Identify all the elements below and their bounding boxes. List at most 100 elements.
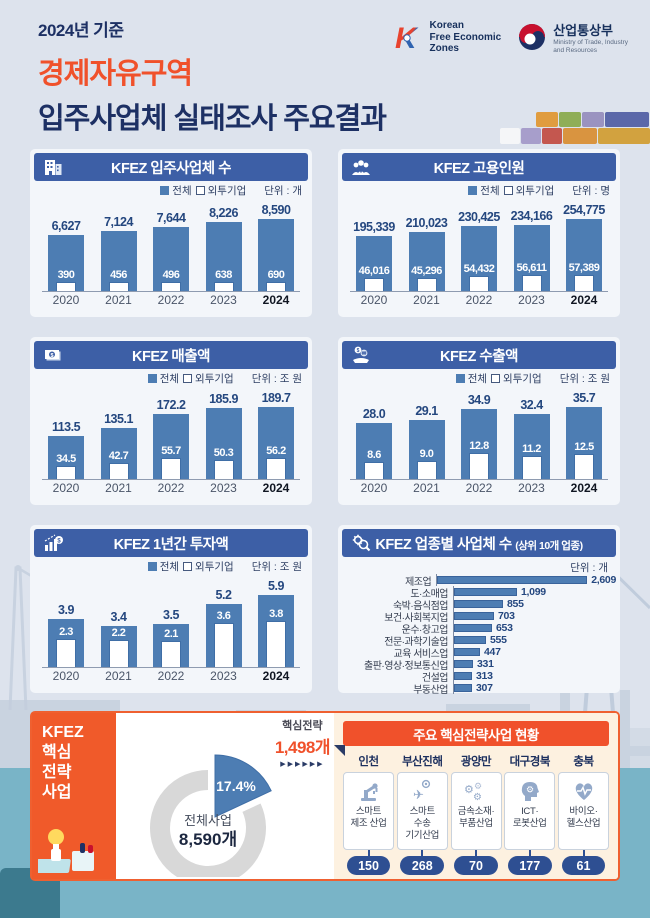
bar-group: 195,339 46,016 <box>353 220 395 291</box>
airplane-icon: ✈ <box>409 778 435 804</box>
foreign-value-label: 56,611 <box>516 262 547 274</box>
total-bar: 11.2 <box>513 414 550 479</box>
total-value-label: 35.7 <box>572 391 596 405</box>
ministry-logo-icon <box>519 24 546 51</box>
building-icon <box>42 156 64 178</box>
year-label: 2023 <box>210 293 237 307</box>
bar-group: 7,644 496 <box>151 211 191 291</box>
foreign-bar <box>56 282 76 291</box>
panel-title: KFEZ 고용인원 <box>433 160 525 177</box>
bar-group: 234,166 56,611 <box>511 209 553 291</box>
year-label: 2024 <box>262 293 290 307</box>
foreign-bar <box>266 458 286 479</box>
foreign-bar <box>161 458 181 479</box>
svg-text:✈: ✈ <box>413 787 424 802</box>
year-label: 2022 <box>465 293 493 307</box>
region-card: 부산진해 ✈ 스마트 수송 기기산업 268 <box>396 752 448 875</box>
legend-total: 전체 <box>160 183 192 198</box>
core-strategy-value: 1,498개 <box>274 738 331 757</box>
strategy-regions-panel: 주요 핵심전략사업 현황 인천 스마트 제조 산업 150 부산진해 ✈ 스마트… <box>334 713 618 879</box>
year-label: 2023 <box>518 293 545 307</box>
industry-value: 855 <box>507 598 524 610</box>
industry-plot: 제조업 2,609 도·소매업 1,099 숙박·음식점업 855 보건·사회복… <box>342 574 616 696</box>
bar-plot: 3.9 2.3 3.4 2.2 3.5 2.1 <box>34 575 308 667</box>
year-axis: 2020 2021 2022 2023 2024 <box>342 292 616 307</box>
foreign-value-label: 390 <box>57 269 75 281</box>
strategy-donut-area: 핵심전략 1,498개 ▶▶▶▶▶▶ 17.4% 전체사업 8,590개 <box>116 713 334 879</box>
region-industry-label: 스마트 수송 기기산업 <box>405 806 440 841</box>
x-axis <box>350 291 608 292</box>
bar-group: 5.2 3.6 <box>204 588 244 667</box>
year-label: 2020 <box>52 669 80 683</box>
year-axis: 2020 2021 2022 2023 2024 <box>34 292 308 307</box>
industry-bar <box>454 660 473 668</box>
foreign-value-label: 57,389 <box>568 262 600 274</box>
svg-text:⚙: ⚙ <box>473 792 482 803</box>
total-bar: 456 <box>100 231 137 291</box>
total-value-label: 210,023 <box>405 216 448 230</box>
legend-foreign: 외투기업 <box>491 371 542 386</box>
panel-header: $ KFEZ 1년간 투자액 <box>34 529 308 557</box>
panel-title: KFEZ 1년간 투자액 <box>113 536 229 553</box>
donut-slice-pct: 17.4% <box>216 778 256 794</box>
industry-label: 건설업 <box>421 672 449 684</box>
donut-center-label: 전체사업 <box>184 813 232 828</box>
total-bar: 690 <box>258 219 294 291</box>
foreign-bar <box>469 276 489 291</box>
gears-icon: ⚙ ⚙ ⚙ <box>463 778 489 804</box>
bar-group: 7,124 456 <box>99 215 139 291</box>
total-value-label: 195,339 <box>353 220 395 234</box>
industry-row: 제조업 2,609 <box>342 574 616 588</box>
container-stack-decoration <box>500 112 650 144</box>
bar-group: 254,775 57,389 <box>563 203 605 291</box>
legend: 전체 외투기업 단위 : 조 원 <box>348 372 610 385</box>
svg-text:⚙: ⚙ <box>464 784 474 796</box>
total-value-label: 254,775 <box>563 203 605 217</box>
year-label: 2021 <box>105 293 132 307</box>
legend-total: 전체 <box>455 371 487 386</box>
total-value-label: 135.1 <box>104 412 133 426</box>
year-label: 2024 <box>570 481 598 495</box>
total-value-label: 34.9 <box>467 393 491 407</box>
industry-label: 출판·영상·정보통신업 <box>364 660 448 672</box>
unit-label: 단위 : 개 <box>570 562 608 574</box>
foreign-bar <box>266 621 286 667</box>
total-value-label: 29.1 <box>415 404 438 418</box>
badge-connector <box>367 850 370 856</box>
panel-header: KFEZ 업종별 사업체 수 (상위 10개 업종) <box>342 529 616 557</box>
ministry-logo: 산업통상부 Ministry of Trade, Industry and Re… <box>517 20 628 55</box>
year-label: 2020 <box>360 293 388 307</box>
bar-group: 34.9 12.8 <box>459 393 499 479</box>
heart-pulse-icon <box>571 778 597 804</box>
chart-panel: KFEZ 입주사업체 수 전체 외투기업 단위 : 개 6,627 390 7,… <box>30 149 312 317</box>
foreign-bar <box>364 278 384 291</box>
total-bar: 3.6 <box>205 604 242 667</box>
bar-group: 6,627 390 <box>46 219 86 291</box>
unit-label: 단위 : 조 원 <box>251 561 302 573</box>
badge-connector <box>528 850 531 856</box>
total-bar: 9.0 <box>408 420 445 479</box>
industry-bar <box>454 636 486 644</box>
logo-group: K Korean Free Economic Zones <box>394 20 628 55</box>
foreign-bar <box>574 454 594 479</box>
foreign-value-label: 11.2 <box>522 443 541 455</box>
bar-group: 135.1 42.7 <box>99 412 139 479</box>
year-label: 2021 <box>413 481 440 495</box>
total-bar: 45,296 <box>408 232 445 291</box>
year-label: 2022 <box>465 481 493 495</box>
year-label: 2022 <box>157 481 185 495</box>
total-value-label: 7,124 <box>104 215 133 229</box>
industry-value: 331 <box>477 658 494 670</box>
foreign-value-label: 2.3 <box>59 626 73 638</box>
bar-group: 185.9 50.3 <box>204 392 244 479</box>
foreign-bar <box>521 275 542 291</box>
total-value-label: 230,425 <box>458 210 500 224</box>
legend-total: 전체 <box>468 183 500 198</box>
year-label: 2021 <box>105 481 132 495</box>
year-axis: 2020 2021 2022 2023 2024 <box>34 480 308 495</box>
svg-text:$: $ <box>57 539 61 545</box>
bar-group: 28.0 8.6 <box>354 407 394 479</box>
foreign-value-label: 12.8 <box>469 440 489 452</box>
region-industry-label: 스마트 제조 산업 <box>350 806 387 829</box>
panel-title: KFEZ 매출액 <box>132 348 210 365</box>
